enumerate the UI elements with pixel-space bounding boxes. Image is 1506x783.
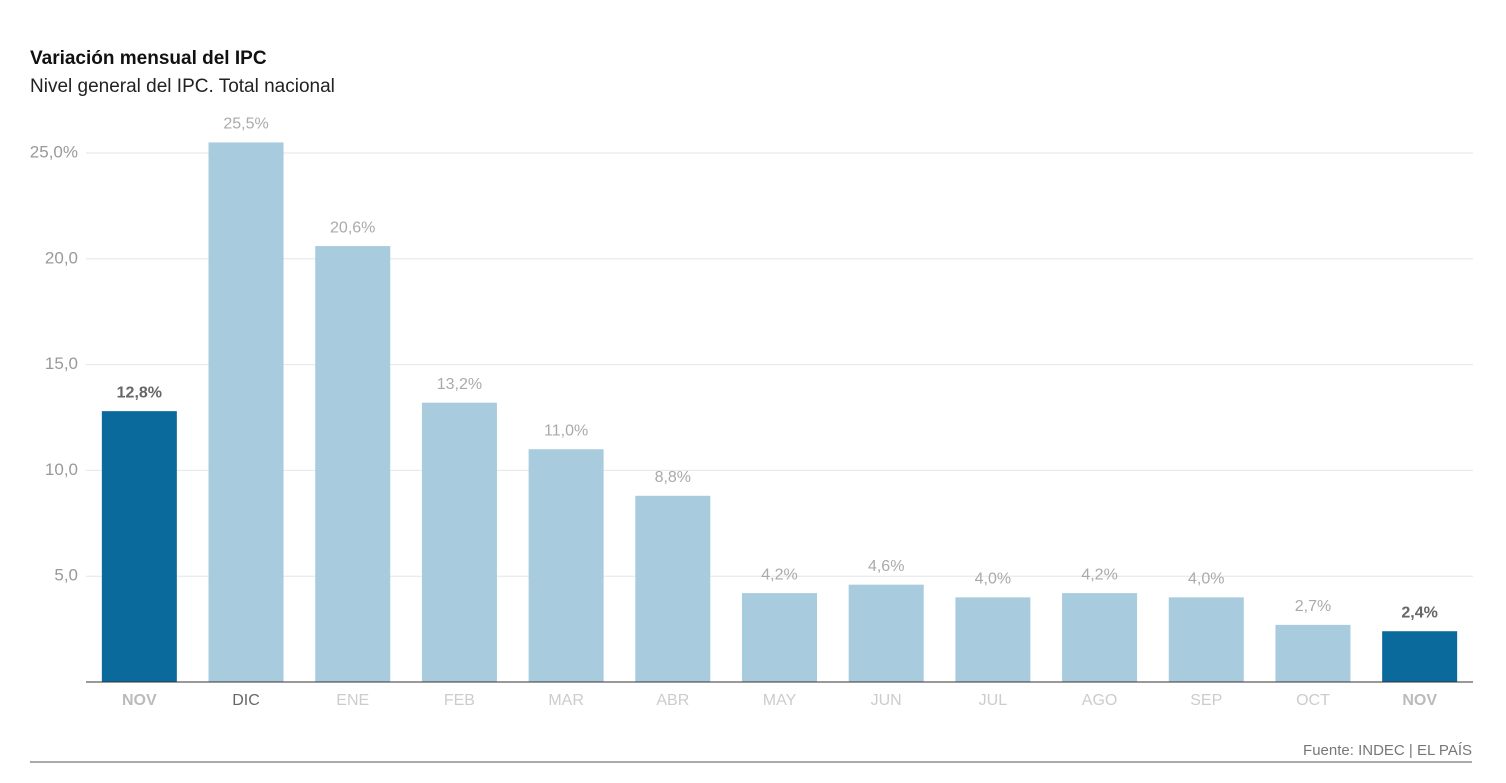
x-tick-label: MAR xyxy=(548,692,584,709)
value-label: 25,5% xyxy=(223,116,268,133)
x-tick-label: SEP xyxy=(1190,692,1222,709)
chart-title: Variación mensual del IPC xyxy=(30,48,267,69)
value-label: 20,6% xyxy=(330,219,375,236)
y-tick-label: 25,0% xyxy=(30,142,78,161)
bar xyxy=(528,449,604,682)
value-label: 8,8% xyxy=(655,469,691,486)
x-tick-label: NOV xyxy=(122,692,157,709)
bar xyxy=(742,593,817,682)
bar xyxy=(1382,631,1458,682)
x-tick-label: JUL xyxy=(979,692,1008,709)
bar xyxy=(1062,593,1138,682)
y-tick-label: 10,0 xyxy=(45,460,78,479)
y-tick-label: 5,0 xyxy=(54,566,78,585)
bar xyxy=(315,246,391,682)
value-label: 2,7% xyxy=(1295,598,1331,615)
bar xyxy=(1168,597,1244,682)
value-label: 4,2% xyxy=(761,566,797,583)
value-label: 4,0% xyxy=(975,571,1011,588)
bar xyxy=(1275,624,1351,682)
y-tick-label: 20,0 xyxy=(45,248,78,267)
value-label: 13,2% xyxy=(437,376,482,393)
value-label: 4,2% xyxy=(1081,566,1117,583)
x-tick-label: OCT xyxy=(1296,692,1330,709)
x-tick-label: FEB xyxy=(444,692,475,709)
value-label: 11,0% xyxy=(544,422,588,439)
x-tick-label: JUN xyxy=(871,692,902,709)
value-label: 4,0% xyxy=(1188,571,1224,588)
bar xyxy=(635,495,711,682)
bar xyxy=(955,597,1031,682)
x-tick-label: ENE xyxy=(336,692,369,709)
bar xyxy=(101,411,177,682)
chart-subtitle: Nivel general del IPC. Total nacional xyxy=(30,76,335,97)
y-tick-label: 15,0 xyxy=(45,354,78,373)
source: Fuente: INDEC | EL PAÍS xyxy=(1303,742,1472,759)
bar xyxy=(848,584,924,682)
x-tick-label: MAY xyxy=(763,692,797,709)
value-label: 4,6% xyxy=(868,558,904,575)
x-tick-label: AGO xyxy=(1082,692,1118,709)
x-tick-label: ABR xyxy=(656,692,689,709)
value-label: 2,4% xyxy=(1401,604,1437,621)
x-tick-label: DIC xyxy=(232,692,260,709)
bar xyxy=(208,142,284,683)
x-tick-label: NOV xyxy=(1402,692,1437,709)
bar xyxy=(421,402,497,682)
value-label: 12,8% xyxy=(117,384,162,401)
